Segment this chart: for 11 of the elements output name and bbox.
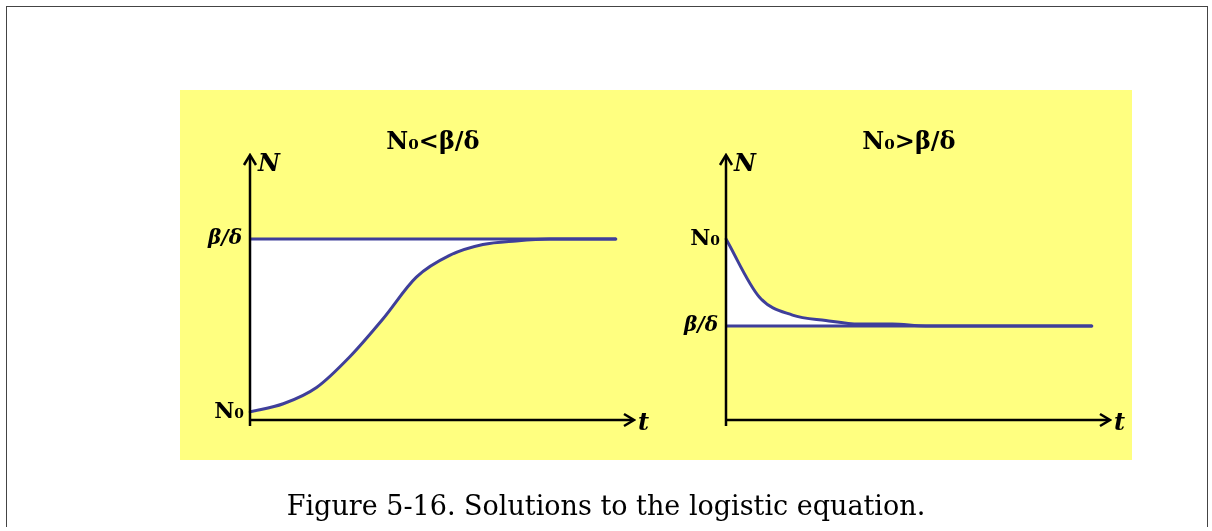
ref-line-label: β/δ [207, 225, 242, 250]
chart-title: N₀<β/δ [386, 125, 480, 155]
chart-title: N₀>β/δ [862, 125, 956, 155]
text: N₀ [214, 396, 245, 423]
y-axis-title: N [733, 148, 757, 178]
text: N₀ [690, 223, 721, 250]
caption: Figure 5-16. Solutions to the logistic equation. [285, 490, 927, 521]
y-axis-title: N [257, 148, 281, 178]
ref-line-label: β/δ [683, 312, 718, 337]
x-axis-title: t [1114, 407, 1126, 437]
x-axis-title: t [638, 407, 650, 437]
